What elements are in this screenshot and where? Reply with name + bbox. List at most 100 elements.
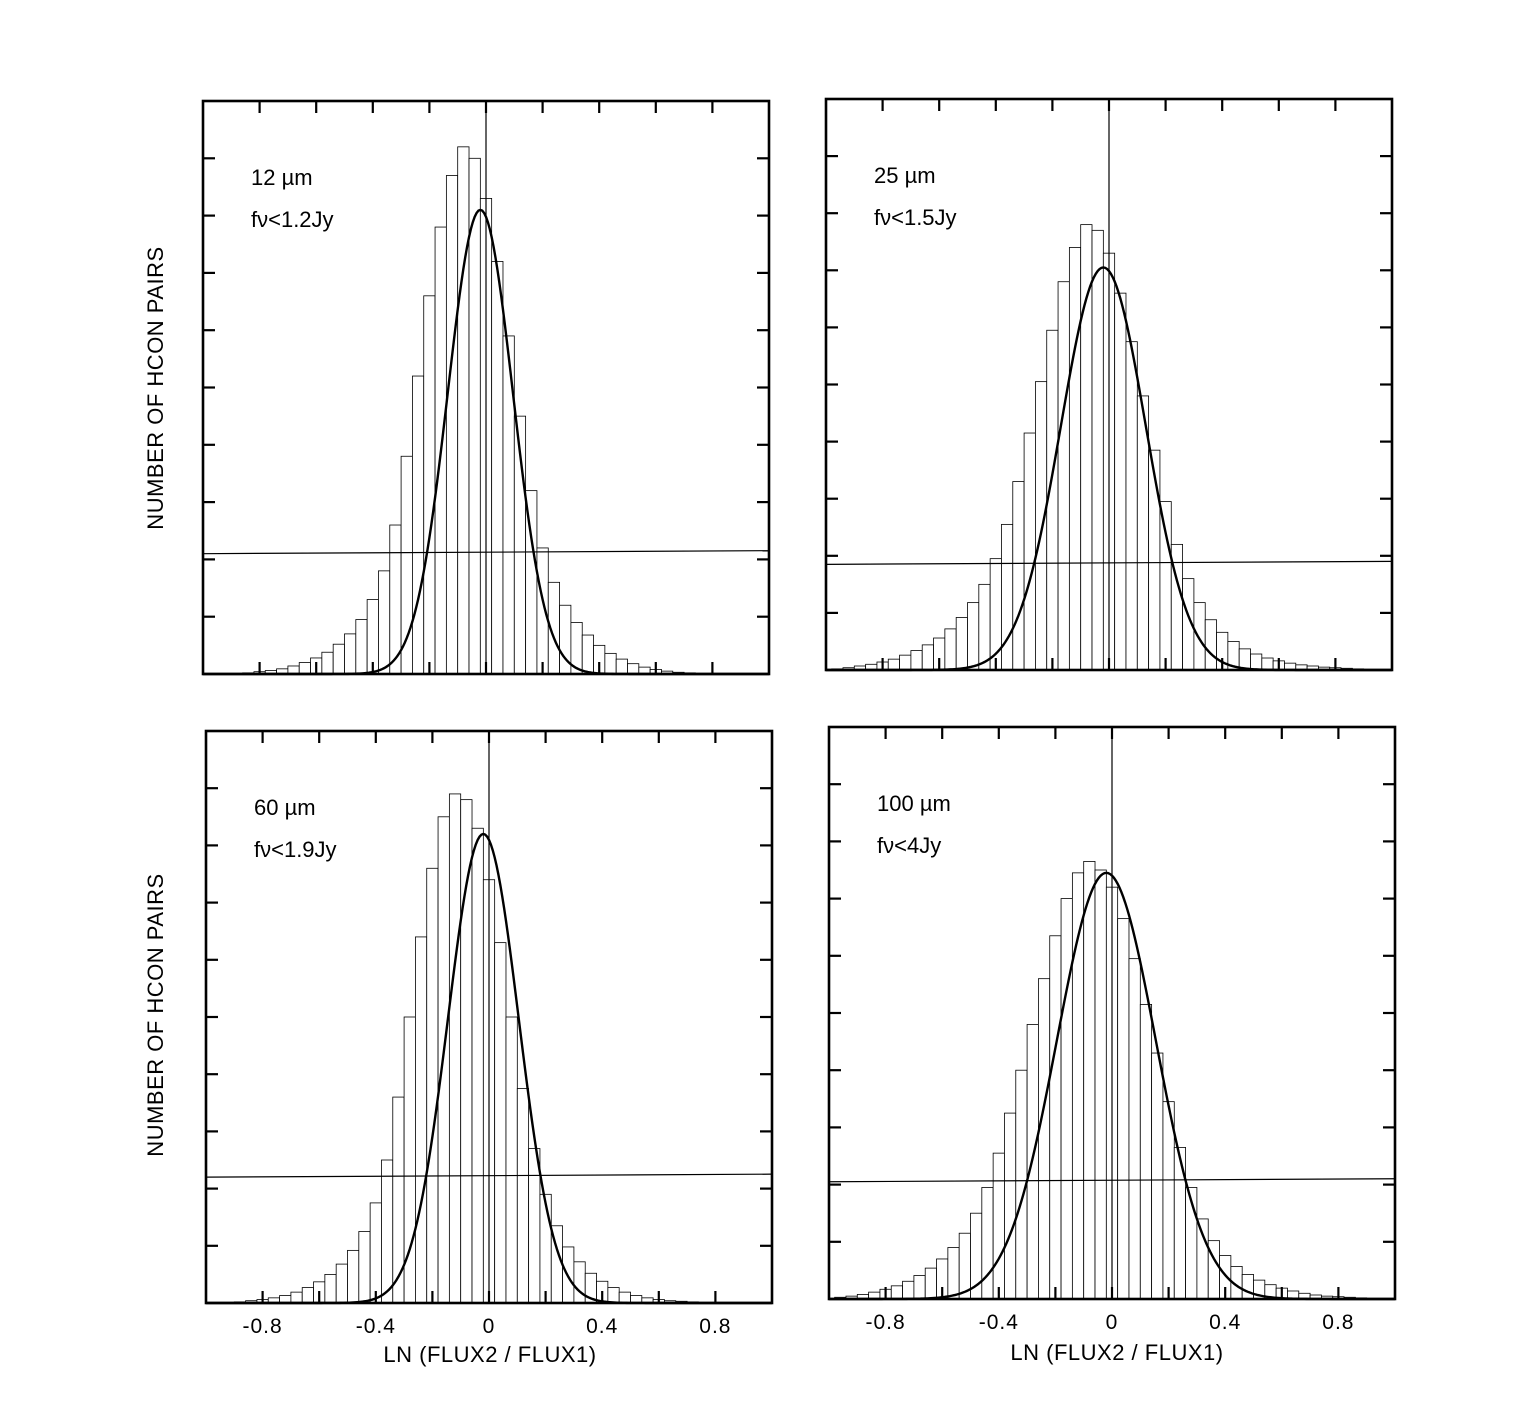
histogram-bar: [505, 1016, 518, 1304]
histogram-bar: [301, 1287, 314, 1304]
axis-ticks-12um: [203, 101, 769, 674]
histogram-bar: [1060, 898, 1073, 1300]
histogram-bar: [378, 570, 391, 675]
x-tick-label: -0.8: [243, 1315, 283, 1338]
x-tick-label: 0.4: [1209, 1311, 1241, 1334]
histogram-bar: [1068, 247, 1082, 671]
histogram-bar: [944, 628, 957, 671]
histogram-bar: [581, 634, 594, 675]
histogram-bar: [913, 1275, 926, 1300]
histogram-bar: [448, 793, 462, 1304]
histogram-bar: [967, 602, 980, 671]
x-axis-label-left: LN (FLUX2 / FLUX1): [383, 1342, 596, 1367]
histogram-bar: [1114, 292, 1127, 671]
flux-limit-100um: fν<4Jy: [877, 833, 941, 858]
histogram-bars-60um: [222, 793, 722, 1304]
histogram-bar: [457, 146, 470, 675]
x-axis-label-right: LN (FLUX2 / FLUX1): [1010, 1340, 1223, 1365]
y-axis-label-bottom: NUMBER OF HCON PAIRS: [143, 873, 168, 1156]
histogram-bar: [1139, 1004, 1153, 1300]
y-axis-label-top: NUMBER OF HCON PAIRS: [143, 246, 168, 529]
histogram-bar: [460, 799, 473, 1304]
axis-ticks-60um: [206, 731, 772, 1303]
histogram-bar: [899, 654, 912, 671]
histogram-bar: [1004, 1112, 1017, 1300]
x-tick-label: 0.8: [1322, 1311, 1354, 1334]
histogram-bar: [604, 652, 617, 675]
histogram-bar: [332, 643, 345, 675]
histogram-bar: [471, 827, 484, 1304]
x-tick-label: -0.8: [866, 1311, 906, 1334]
histogram-bar: [491, 261, 504, 675]
histogram-bar: [618, 1291, 631, 1304]
histogram-bar: [1049, 935, 1062, 1300]
histogram-bar: [539, 1193, 552, 1304]
panel-12um: 12 µm fν<1.2Jy: [201, 99, 771, 676]
histogram-bar: [615, 658, 628, 675]
x-tick-labels-100um: -0.8 -0.4 0 0.4 0.8: [866, 1311, 1354, 1334]
histogram-bar: [358, 1231, 371, 1304]
histogram-bar: [423, 295, 436, 675]
x-tick-label: 0.8: [699, 1315, 731, 1338]
histogram-bar: [890, 1285, 903, 1300]
histogram-bar: [1083, 861, 1096, 1300]
histogram-bar: [1196, 1218, 1209, 1300]
histogram-bar: [1091, 229, 1104, 671]
histogram-bar: [321, 651, 334, 675]
histogram-bar: [445, 175, 459, 675]
histogram-bar: [955, 617, 968, 671]
histogram-bar: [978, 583, 991, 671]
histogram-bar: [381, 1159, 394, 1304]
histogram-bar: [290, 1291, 303, 1304]
histogram-bar: [1080, 224, 1093, 671]
histogram-bar: [1023, 432, 1036, 671]
x-tick-label: -0.4: [356, 1315, 396, 1338]
histogram-bar: [415, 936, 428, 1304]
axis-ticks-100um: [829, 727, 1395, 1299]
histogram-bar: [924, 1267, 937, 1300]
histogram-bar: [1193, 602, 1206, 671]
histogram-bar: [468, 157, 481, 675]
histogram-bar: [1125, 341, 1138, 671]
band-label-12um: 12 µm: [251, 165, 313, 190]
histogram-bar: [298, 662, 311, 675]
histogram-bar: [369, 1202, 382, 1304]
histogram-bar: [1250, 653, 1263, 671]
histogram-bar: [1012, 481, 1025, 671]
histogram-bar: [921, 644, 934, 671]
panel-25um: 25 µm fν<1.5Jy: [824, 97, 1394, 672]
histogram-bar: [627, 663, 640, 675]
histogram-bar: [1038, 978, 1051, 1300]
histogram-bar: [607, 1287, 620, 1304]
histogram-bar: [412, 375, 425, 675]
histogram-bar: [335, 1263, 348, 1304]
histogram-bar: [1001, 523, 1014, 671]
histogram-bar: [344, 633, 357, 675]
histogram-bar: [494, 942, 507, 1304]
histogram-bar: [1035, 381, 1048, 671]
histogram-bar: [1094, 869, 1107, 1300]
flux-limit-25um: fν<1.5Jy: [874, 205, 957, 230]
panel-100um: 100 µm fν<4Jy -0.8 -0.4 0 0.4 0.8: [827, 725, 1397, 1334]
histogram-bar: [392, 1096, 405, 1304]
histogram-bar: [981, 1187, 994, 1300]
flux-limit-12um: fν<1.2Jy: [251, 207, 334, 232]
histogram-bar: [1241, 1274, 1254, 1300]
histogram-bar: [355, 619, 368, 675]
histogram-bar: [1128, 958, 1141, 1300]
x-tick-label: 0: [1106, 1311, 1119, 1334]
x-tick-label: -0.4: [979, 1311, 1019, 1334]
histogram-bar: [947, 1247, 960, 1300]
histogram-bar: [528, 1148, 541, 1304]
histogram-bar: [1151, 1052, 1164, 1300]
histogram-bar: [887, 658, 900, 671]
axis-ticks-25um: [826, 99, 1392, 670]
histogram-bar: [1162, 1101, 1175, 1300]
band-label-60um: 60 µm: [254, 795, 316, 820]
flux-limit-60um: fν<1.9Jy: [254, 837, 337, 862]
histogram-bar: [902, 1280, 915, 1300]
histogram-bar: [1117, 918, 1130, 1300]
histogram-bar: [324, 1274, 337, 1304]
histogram-bar: [910, 650, 923, 671]
